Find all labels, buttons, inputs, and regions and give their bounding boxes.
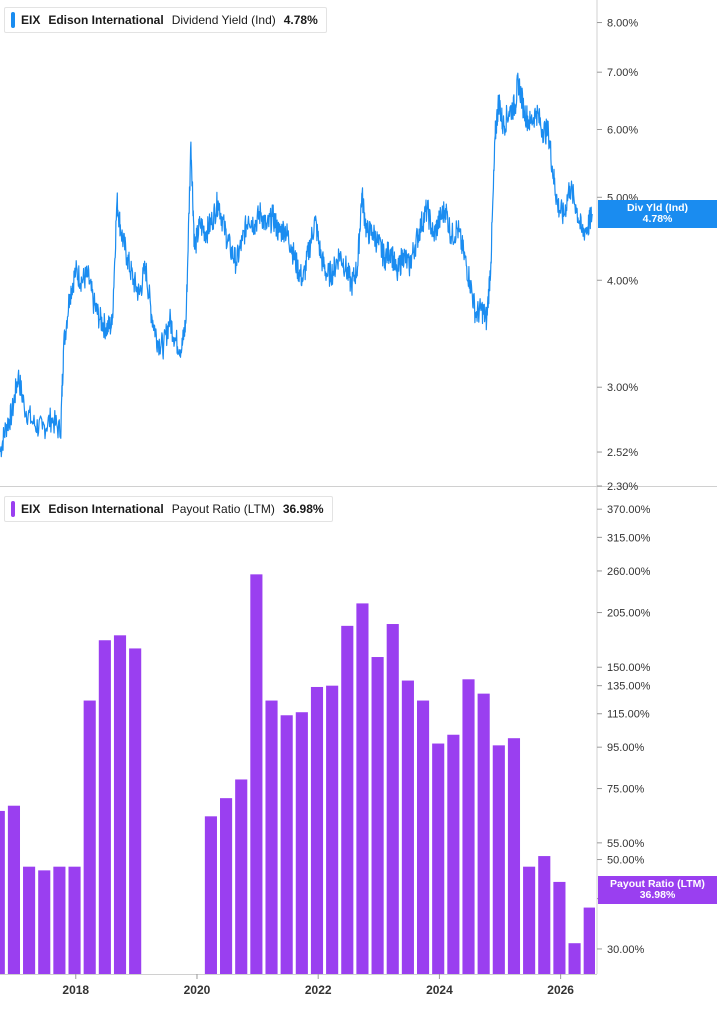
yield-ytick-label-7: 2.30% (607, 481, 638, 493)
payout-bar-31 (523, 866, 536, 974)
payout-bar-13 (250, 574, 263, 974)
yield-flag-value: 4.78% (642, 213, 673, 226)
xtick-label-3: 2024 (426, 983, 453, 997)
yield-ytick-label-2: 6.00% (607, 125, 638, 137)
payout-bar-1 (7, 805, 21, 974)
payout-bar-4 (53, 866, 66, 974)
payout-flag-value: 36.98% (639, 889, 676, 902)
yield-legend-value: 4.78% (283, 13, 318, 27)
payout-bar-6 (83, 700, 96, 974)
payout-legend[interactable]: EIX Edison International Payout Ratio (L… (4, 496, 333, 522)
payout-bar-21 (371, 657, 384, 974)
payout-ytick-label-7: 95.00% (607, 742, 645, 754)
payout-bar-32 (538, 856, 551, 974)
payout-ytick-label-5: 135.00% (607, 681, 651, 693)
payout-bar-26 (447, 734, 460, 974)
payout-ytick-label-6: 115.00% (607, 709, 650, 721)
xtick-label-1: 2020 (184, 983, 211, 997)
yield-legend-company: Edison International (48, 13, 164, 27)
payout-bar-3 (38, 870, 51, 974)
payout-bar-35 (583, 907, 595, 974)
payout-bar-7 (98, 640, 111, 974)
payout-bar-20 (356, 603, 369, 974)
payout-ytick-label-12: 30.00% (607, 944, 645, 956)
payout-bar-25 (432, 743, 445, 974)
payout-bar-22 (386, 624, 399, 974)
payout-bar-29 (492, 745, 505, 974)
payout-bar-33 (553, 881, 566, 974)
yield-last-value-flag: Div Yld (Ind) 4.78% (598, 200, 717, 229)
payout-bar-2 (23, 866, 36, 974)
payout-ytick-label-9: 55.00% (607, 838, 645, 850)
payout-bar-18 (326, 685, 339, 974)
payout-bar-8 (113, 635, 127, 974)
payout-bar-9 (129, 648, 142, 974)
payout-flag-label: Payout Ratio (LTM) (610, 878, 705, 891)
payout-ytick-label-0: 370.00% (607, 504, 651, 516)
payout-ytick-label-3: 205.00% (607, 608, 651, 620)
yield-ytick-label-0: 8.00% (607, 18, 638, 30)
payout-swatch (11, 501, 15, 517)
payout-legend-metric: Payout Ratio (LTM) (171, 502, 275, 516)
xtick-label-0: 2018 (62, 983, 89, 997)
payout-bar-5 (68, 866, 81, 974)
payout-bar-15 (280, 715, 293, 974)
yield-legend-metric: Dividend Yield (Ind) (171, 13, 276, 27)
payout-bar-24 (416, 700, 430, 974)
payout-bar-17 (310, 686, 324, 974)
payout-bar-0 (0, 810, 5, 974)
payout-bar-19 (341, 625, 354, 974)
yield-panel (0, 72, 593, 458)
payout-bar-14 (265, 700, 278, 974)
yield-series-line (0, 72, 593, 458)
xtick-label-4: 2026 (547, 983, 574, 997)
payout-ytick-label-10: 50.00% (607, 855, 645, 867)
payout-bar-34 (568, 943, 581, 974)
payout-bar-28 (477, 693, 490, 974)
xtick-label-2: 2022 (305, 983, 332, 997)
payout-legend-company: Edison International (48, 502, 164, 516)
payout-panel (0, 574, 595, 974)
payout-legend-value: 36.98% (282, 502, 324, 516)
payout-bar-12 (235, 779, 248, 974)
yield-ytick-label-5: 3.00% (607, 382, 638, 394)
payout-ytick-label-1: 315.00% (607, 532, 651, 544)
payout-bar-27 (462, 679, 475, 974)
payout-bar-10 (204, 816, 217, 974)
payout-bar-30 (507, 738, 521, 974)
yield-ytick-label-1: 7.00% (607, 67, 638, 79)
payout-legend-ticker: EIX (21, 502, 41, 516)
yield-legend[interactable]: EIX Edison International Dividend Yield … (4, 7, 327, 33)
yield-flag-label: Div Yld (Ind) (626, 202, 689, 215)
payout-ytick-label-8: 75.00% (607, 784, 645, 796)
payout-bar-11 (220, 798, 233, 974)
yield-swatch (11, 12, 15, 28)
payout-ytick-label-2: 260.00% (607, 566, 651, 578)
yield-ytick-label-6: 2.52% (607, 447, 638, 459)
yield-ytick-label-4: 4.00% (607, 275, 638, 287)
yield-legend-ticker: EIX (21, 13, 41, 27)
payout-last-value-flag: Payout Ratio (LTM) 36.98% (598, 876, 717, 905)
payout-bar-23 (401, 680, 414, 974)
payout-bar-16 (295, 712, 308, 974)
payout-ytick-label-4: 150.00% (607, 662, 651, 674)
